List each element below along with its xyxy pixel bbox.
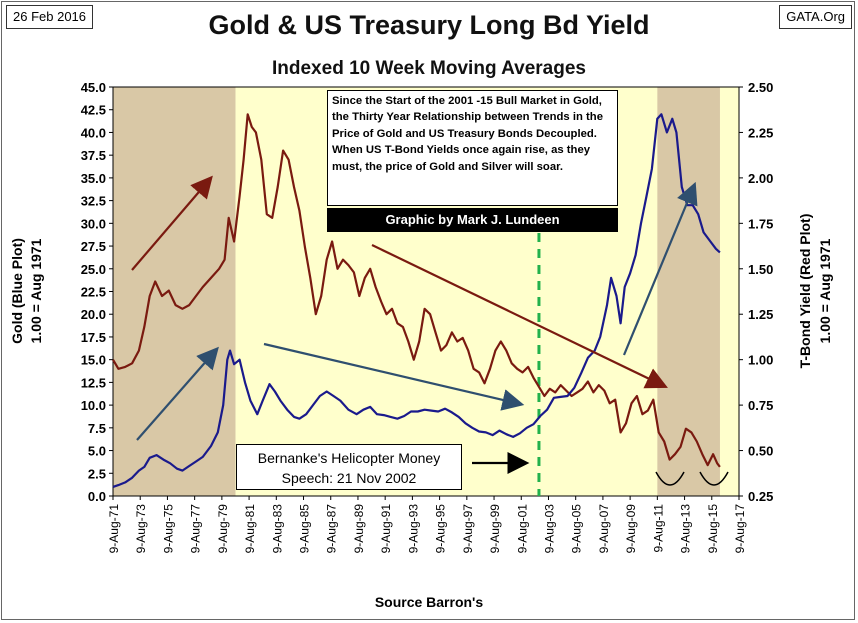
x-tick-label: 9-Aug-83 [270, 504, 284, 554]
x-tick-label: 9-Aug-03 [542, 504, 556, 554]
shaded-period-1 [657, 87, 720, 496]
right-tick-label: 2.50 [748, 80, 773, 95]
left-tick-label: 27.5 [81, 239, 106, 254]
x-tick-label: 9-Aug-77 [189, 504, 203, 554]
annotation-note: Since the Start of the 2001 -15 Bull Mar… [327, 90, 618, 206]
bottom-arc-1 [655, 471, 685, 486]
x-tick-label: 9-Aug-79 [216, 504, 230, 554]
x-tick-label: 9-Aug-99 [488, 504, 502, 554]
x-tick-label: 9-Aug-95 [434, 504, 448, 554]
x-tick-label: 9-Aug-85 [298, 504, 312, 554]
x-tick-label: 9-Aug-91 [379, 504, 393, 554]
trend-arrow-red-1970s [131, 175, 213, 271]
right-tick-label: 1.00 [748, 353, 773, 368]
x-tick-label: 9-Aug-05 [570, 504, 584, 554]
date-tag: 26 Feb 2016 [6, 5, 94, 29]
right-tick-label: 1.50 [748, 262, 773, 277]
right-tick-label: 1.75 [748, 216, 773, 231]
left-axis-subtitle: 1.00 = Aug 1971 [28, 238, 44, 343]
x-tick-label: 9-Aug-81 [243, 504, 257, 554]
left-tick-label: 40.0 [81, 125, 106, 140]
x-tick-label: 9-Aug-13 [679, 504, 693, 554]
trend-arrow-blue-2000s [622, 181, 698, 356]
left-tick-label: 32.5 [81, 194, 106, 209]
left-tick-label: 35.0 [81, 171, 106, 186]
x-tick-label: 9-Aug-01 [515, 504, 529, 554]
trend-arrow-red-decline [371, 244, 668, 389]
trend-arrow-blue-1970s [136, 346, 219, 441]
chart-subtitle: Indexed 10 Week Moving Averages [272, 58, 586, 79]
x-tick-label: 9-Aug-75 [161, 504, 175, 554]
right-tick-label: 0.25 [748, 489, 773, 504]
left-tick-label: 17.5 [81, 330, 106, 345]
left-tick-label: 45.0 [81, 80, 106, 95]
right-tick-label: 1.25 [748, 307, 773, 322]
x-tick-label: 9-Aug-89 [352, 504, 366, 554]
left-tick-label: 2.5 [88, 466, 106, 481]
left-tick-label: 10.0 [81, 398, 106, 413]
x-tick-label: 9-Aug-09 [624, 504, 638, 554]
tbond-yield-line [112, 113, 721, 468]
speech-annotation: Bernanke's Helicopter Money Speech: 21 N… [236, 444, 462, 490]
x-tick-label: 9-Aug-97 [461, 504, 475, 554]
left-tick-label: 22.5 [81, 285, 106, 300]
x-axis-label: Source Barron's [374, 594, 484, 610]
right-tick-label: 0.50 [748, 444, 773, 459]
left-tick-label: 12.5 [81, 375, 106, 390]
left-tick-label: 30.0 [81, 216, 106, 231]
x-tick-label: 9-Aug-87 [325, 504, 339, 554]
trend-arrow-blue-decline [263, 342, 525, 411]
credit-bar: Graphic by Mark J. Lundeen [327, 208, 618, 232]
left-tick-label: 7.5 [88, 421, 106, 436]
x-tick-label: 9-Aug-73 [134, 504, 148, 554]
right-tick-label: 2.00 [748, 171, 773, 186]
x-tick-label: 9-Aug-11 [651, 504, 665, 553]
left-axis-title: Gold (Blue Plot) [9, 238, 25, 344]
gold-price-line [112, 113, 721, 488]
bottom-arc-2 [699, 471, 729, 486]
shaded-period-0 [113, 87, 236, 496]
chart-title: Gold & US Treasury Long Bd Yield [208, 10, 650, 40]
left-tick-label: 5.0 [88, 444, 106, 459]
right-axis-subtitle: 1.00 = Aug 1971 [817, 238, 833, 343]
right-axis-title: T-Bond Yield (Red Plot) [797, 214, 813, 369]
source-tag: GATA.Org [779, 5, 852, 29]
x-tick-label: 9-Aug-15 [706, 504, 720, 554]
left-tick-label: 37.5 [81, 148, 106, 163]
x-tick-label: 9-Aug-17 [733, 504, 747, 554]
right-tick-label: 0.75 [748, 398, 773, 413]
left-tick-label: 25.0 [81, 262, 106, 277]
x-tick-label: 9-Aug-71 [107, 504, 121, 554]
right-tick-label: 2.25 [748, 125, 773, 140]
left-tick-label: 42.5 [81, 103, 106, 118]
left-tick-label: 15.0 [81, 353, 106, 368]
left-tick-label: 0.0 [88, 489, 106, 504]
x-tick-label: 9-Aug-93 [406, 504, 420, 554]
x-tick-label: 9-Aug-07 [597, 504, 611, 554]
left-tick-label: 20.0 [81, 307, 106, 322]
